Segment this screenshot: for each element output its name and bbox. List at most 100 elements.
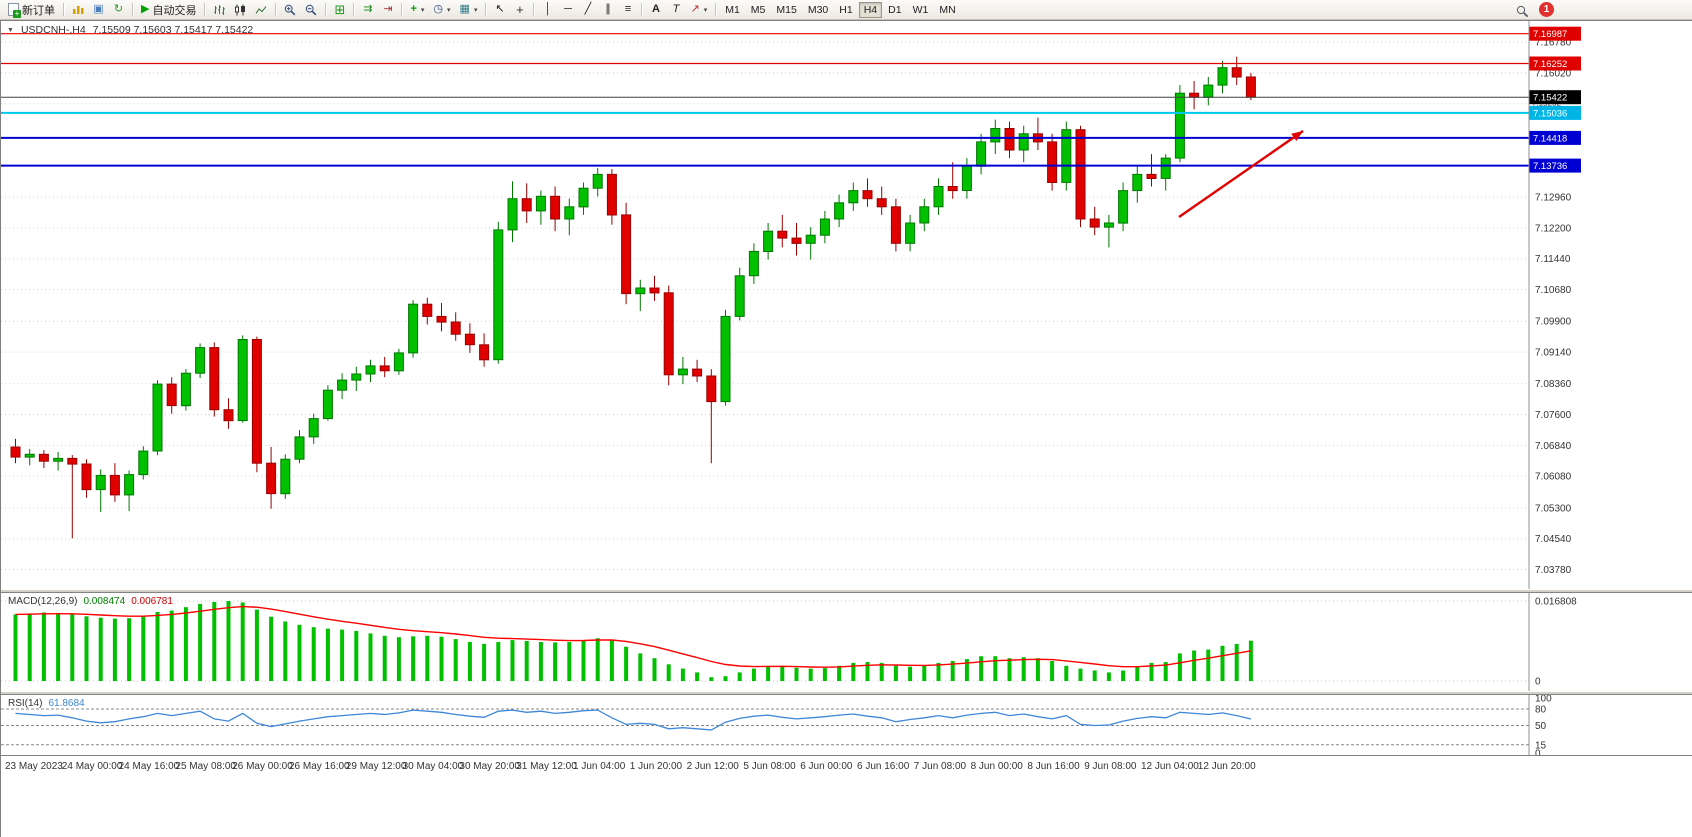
bar-chart-type-button[interactable] bbox=[209, 1, 229, 19]
timeframe-h1-button[interactable]: H1 bbox=[834, 2, 857, 18]
macd-bar bbox=[609, 640, 614, 681]
svg-text:7.06840: 7.06840 bbox=[1535, 441, 1572, 452]
main-price-pane[interactable]: 7.16780 7.16020 7.12960 7.12200 7.11440 7.106… bbox=[1, 21, 1692, 589]
macd-bar bbox=[297, 624, 302, 681]
search-button[interactable] bbox=[1512, 2, 1533, 20]
templates-button[interactable]: ▦ ▾ bbox=[456, 1, 482, 19]
price-level-line[interactable]: 7.13736 bbox=[1, 158, 1581, 173]
new-order-icon: + bbox=[8, 3, 21, 18]
cursor-button[interactable]: ↖ bbox=[490, 1, 509, 19]
price-level-line[interactable]: 7.16252 bbox=[1, 56, 1581, 71]
macd-bar bbox=[112, 618, 117, 681]
auto-scroll-button[interactable]: ⇉ bbox=[358, 1, 377, 19]
text-button[interactable]: A bbox=[646, 1, 665, 19]
timeframe-d1-button[interactable]: D1 bbox=[883, 2, 906, 18]
periods-button[interactable]: ◷ ▾ bbox=[429, 1, 454, 19]
timeframe-m5-button[interactable]: M5 bbox=[746, 2, 771, 18]
pane-separator[interactable] bbox=[1, 691, 1692, 695]
timeframe-w1-button[interactable]: W1 bbox=[908, 2, 934, 18]
time-axis-label: 5 Jun 08:00 bbox=[743, 761, 796, 772]
macd-signal-line bbox=[15, 605, 1252, 668]
macd-indicator-label: MACD(12,26,9) 0.008474 0.006781 bbox=[8, 596, 173, 607]
macd-bar bbox=[183, 607, 188, 681]
trendline-button[interactable]: ╱ bbox=[578, 1, 597, 19]
svg-text:7.16020: 7.16020 bbox=[1535, 68, 1572, 79]
macd-bar bbox=[666, 664, 671, 681]
toolbar-separator bbox=[353, 3, 355, 16]
horizontal-line-button[interactable]: ─ bbox=[558, 1, 577, 19]
price-level-line[interactable]: 7.14418 bbox=[1, 130, 1581, 145]
price-level-line[interactable]: 7.15036 bbox=[1, 105, 1581, 120]
toolbar-separator bbox=[485, 3, 487, 16]
macd-bar bbox=[98, 617, 103, 681]
timeframe-m15-button[interactable]: M15 bbox=[771, 2, 801, 18]
svg-text:7.05300: 7.05300 bbox=[1535, 503, 1572, 514]
svg-text:0: 0 bbox=[1535, 677, 1541, 688]
fibonacci-button[interactable]: ≡ bbox=[618, 1, 637, 19]
refresh-button[interactable]: ↻ bbox=[109, 1, 128, 19]
chart-dropdown-icon[interactable]: ▼ bbox=[7, 26, 14, 34]
time-axis-label: 6 Jun 16:00 bbox=[857, 761, 910, 772]
price-level-line[interactable]: 7.15422 bbox=[1, 90, 1581, 105]
charts-button[interactable] bbox=[68, 1, 88, 19]
zoom-out-icon bbox=[306, 4, 317, 15]
indicators-button[interactable]: + ▾ bbox=[406, 1, 428, 19]
time-axis[interactable]: 23 May 2023 24 May 00:00 24 May 16:00 25 Ma… bbox=[1, 755, 1692, 779]
timeframe-m30-button[interactable]: M30 bbox=[803, 2, 833, 18]
chart-shift-button[interactable]: ⇥ bbox=[378, 1, 397, 19]
trendline-icon: ╱ bbox=[584, 3, 592, 15]
time-axis-label: 9 Jun 08:00 bbox=[1084, 761, 1137, 772]
equidistant-channel-button[interactable]: ∥ bbox=[598, 1, 617, 19]
macd-bar bbox=[1163, 662, 1168, 681]
macd-bar bbox=[567, 642, 572, 681]
time-axis-label: 7 Jun 08:00 bbox=[913, 761, 967, 772]
timeframe-mn-button[interactable]: MN bbox=[934, 2, 960, 18]
macd-bar bbox=[624, 646, 629, 681]
crosshair-button[interactable]: + bbox=[510, 1, 529, 19]
clock-icon: ◷ bbox=[433, 3, 444, 15]
macd-bar bbox=[127, 618, 132, 681]
macd-bar bbox=[411, 636, 416, 681]
notification-badge[interactable]: 1 bbox=[1539, 2, 1554, 17]
auto-scroll-icon: ⇉ bbox=[363, 3, 373, 15]
macd-bar bbox=[1078, 668, 1083, 681]
time-axis-label: 25 May 08:00 bbox=[175, 761, 236, 772]
macd-bar bbox=[467, 642, 472, 681]
svg-text:7.12960: 7.12960 bbox=[1535, 193, 1572, 204]
cursor-icon: ↖ bbox=[495, 3, 505, 15]
svg-text:7.03780: 7.03780 bbox=[1535, 565, 1572, 576]
text-label-button[interactable]: T bbox=[666, 1, 685, 19]
profiles-button[interactable]: ▣ bbox=[89, 1, 108, 19]
svg-text:7.11440: 7.11440 bbox=[1535, 254, 1571, 265]
price-level-line[interactable]: 7.16987 bbox=[1, 26, 1581, 41]
text-label-icon: T bbox=[672, 3, 680, 15]
line-chart-icon bbox=[256, 5, 267, 14]
arrows-button[interactable]: ↗ ▾ bbox=[686, 1, 711, 19]
line-chart-type-button[interactable] bbox=[251, 1, 271, 19]
candlestick-chart-type-button[interactable] bbox=[230, 1, 250, 19]
auto-trading-button[interactable]: ▶ 自动交易 bbox=[137, 1, 200, 19]
zoom-out-button[interactable] bbox=[301, 1, 321, 19]
rsi-name: RSI(14) bbox=[8, 698, 43, 709]
timeframe-m1-button[interactable]: M1 bbox=[720, 2, 745, 18]
macd-bar bbox=[766, 665, 771, 681]
vertical-line-button[interactable]: │ bbox=[538, 1, 557, 19]
tile-windows-button[interactable]: ⊞ bbox=[330, 1, 349, 19]
trend-arrow[interactable] bbox=[1178, 130, 1304, 218]
macd-pane[interactable]: 0.016808 0 bbox=[1, 593, 1692, 691]
macd-main-value: 0.008474 bbox=[83, 596, 126, 607]
macd-bar bbox=[254, 609, 259, 681]
svg-text:50: 50 bbox=[1535, 721, 1547, 732]
zoom-in-button[interactable] bbox=[280, 1, 300, 19]
timeframe-h4-button[interactable]: H4 bbox=[858, 1, 883, 18]
macd-bar bbox=[56, 612, 61, 681]
macd-bar bbox=[1007, 658, 1012, 681]
svg-text:7.16252: 7.16252 bbox=[1533, 59, 1567, 70]
new-order-label: 新订单 bbox=[22, 4, 55, 17]
new-order-button[interactable]: + 新订单 bbox=[4, 1, 59, 19]
macd-bar bbox=[212, 602, 217, 681]
time-axis-label: 24 May 00:00 bbox=[61, 761, 123, 772]
pane-separator[interactable] bbox=[1, 589, 1692, 593]
rsi-value: 61.8684 bbox=[48, 698, 85, 709]
